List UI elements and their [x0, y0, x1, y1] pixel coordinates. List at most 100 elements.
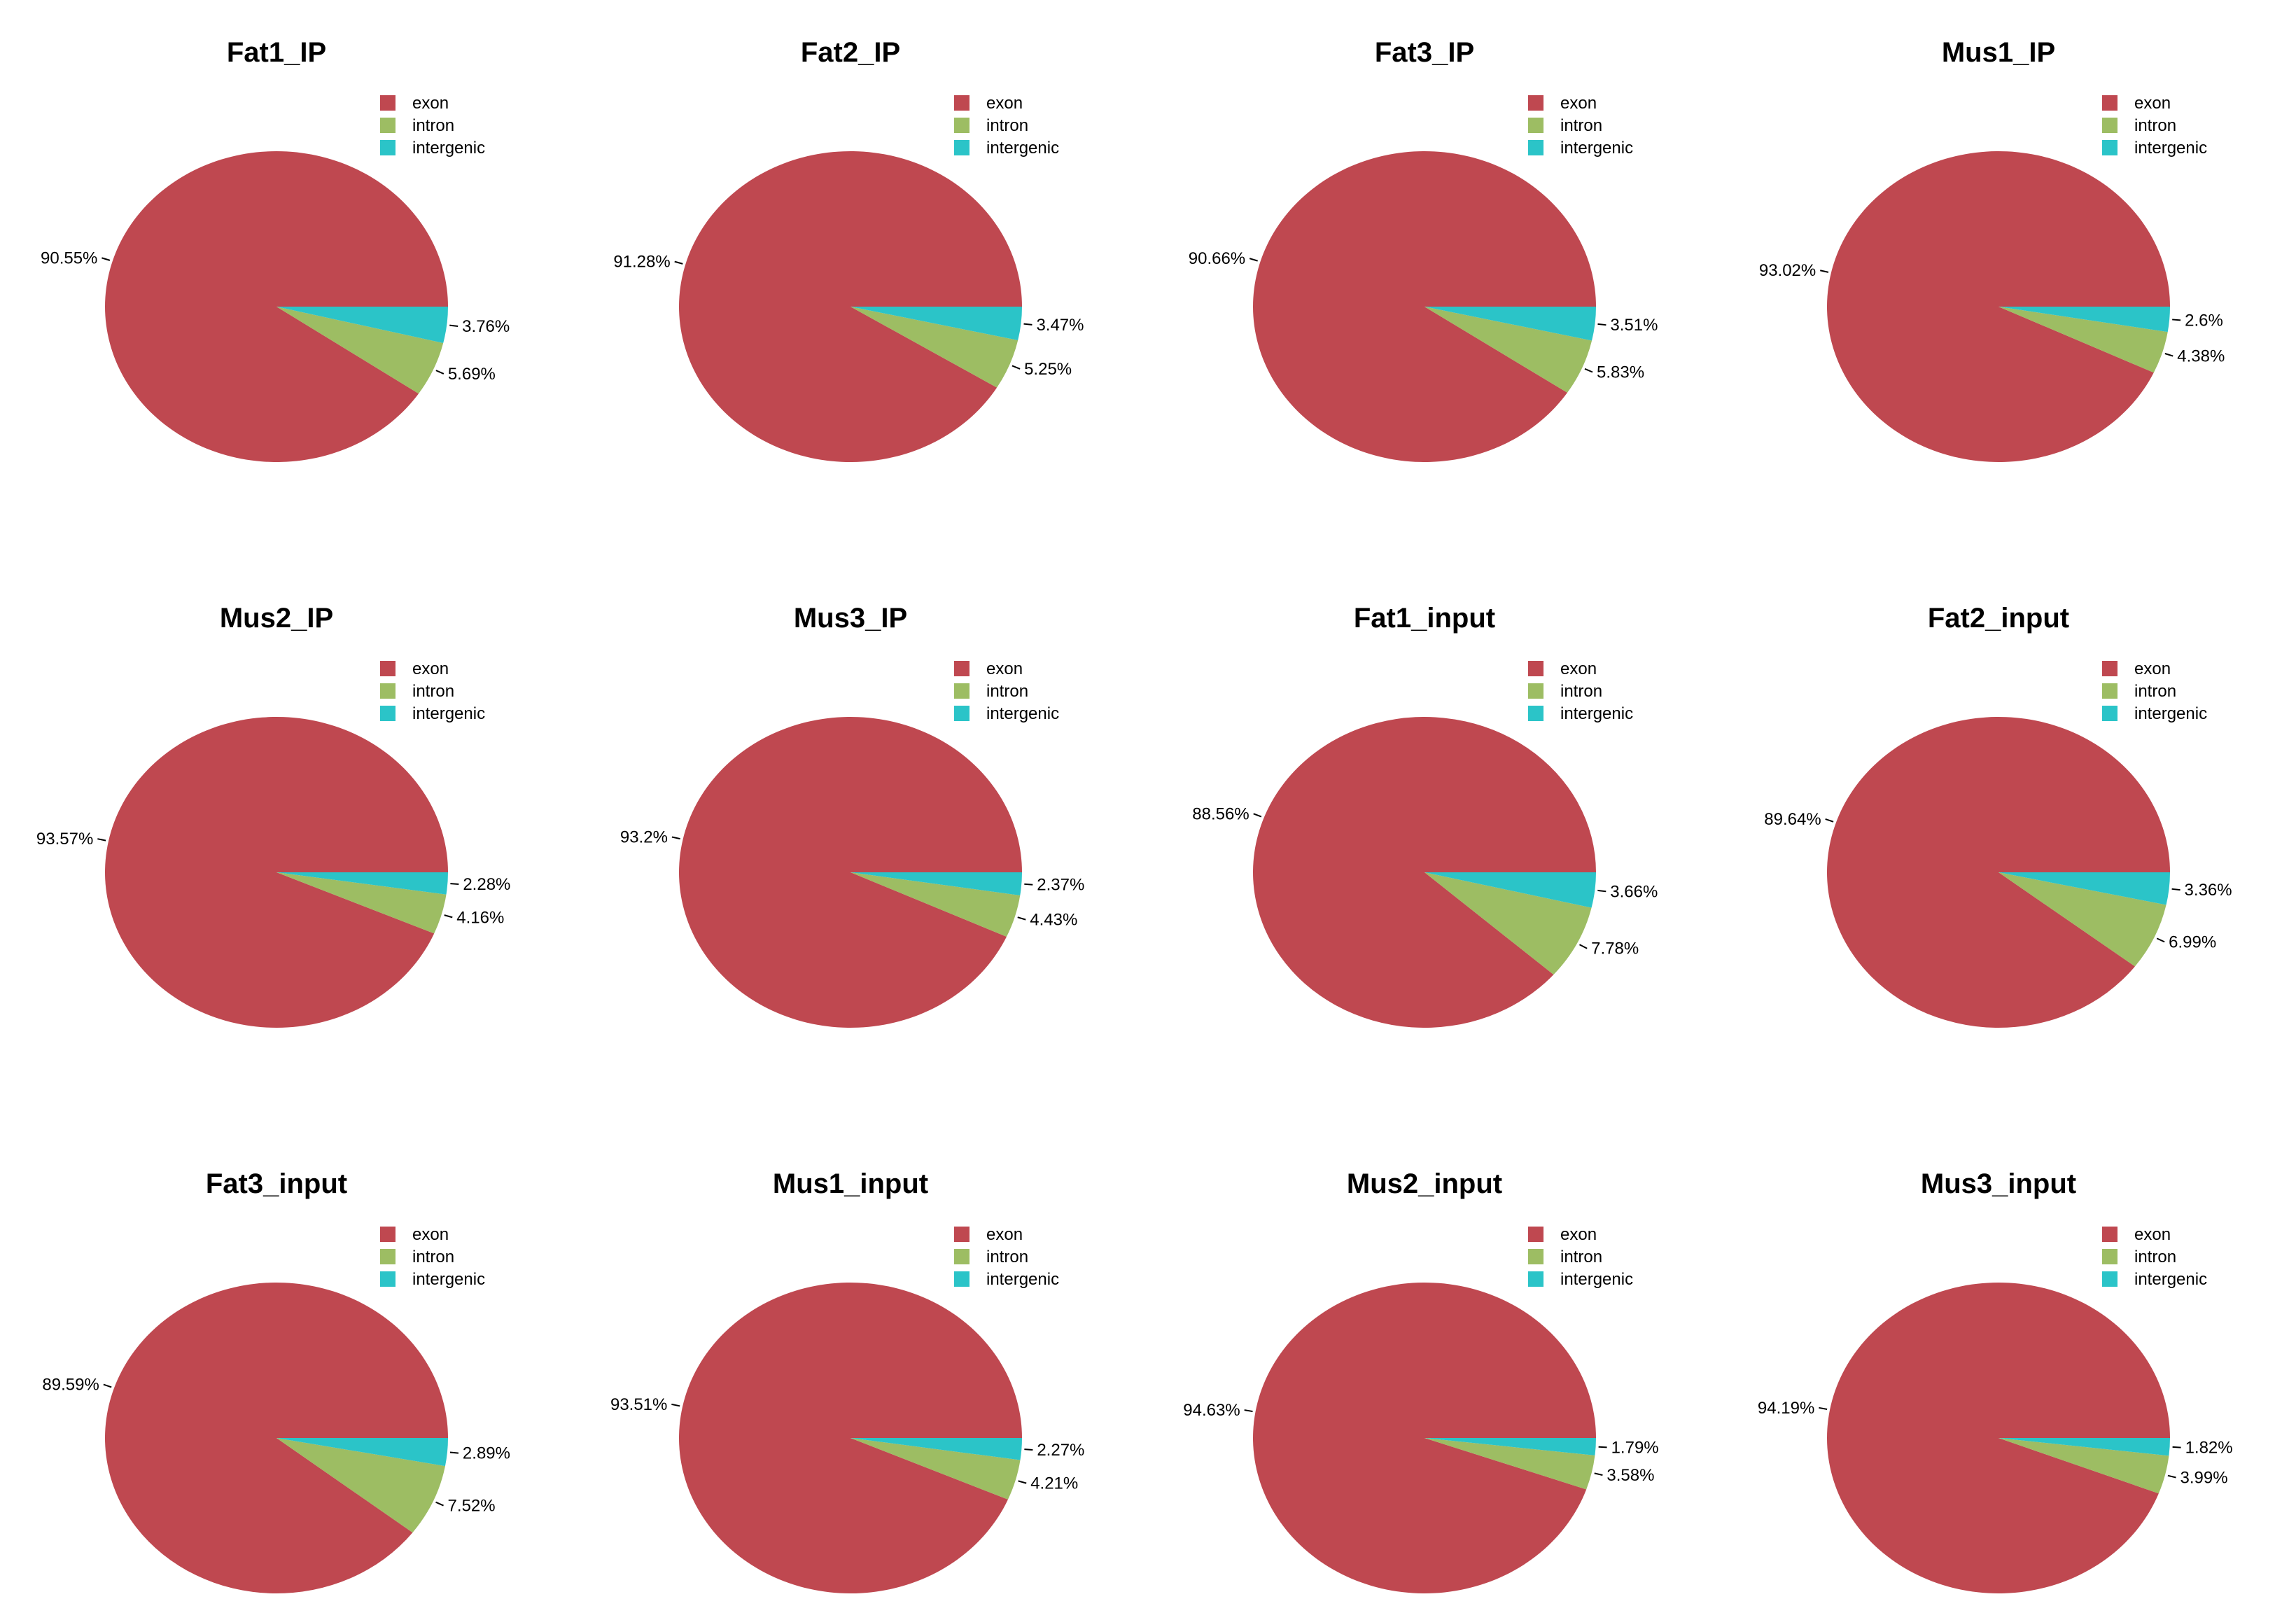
legend-label-exon: exon — [986, 1225, 1023, 1244]
legend-label-intron: intron — [2134, 682, 2176, 701]
legend-label-intron: intron — [2134, 116, 2176, 135]
chart-title: Fat3_input — [206, 1168, 347, 1199]
pie-slice-intron — [1998, 1438, 2169, 1494]
chart-title: Fat1_input — [1354, 603, 1495, 634]
legend-label-exon: exon — [986, 659, 1023, 678]
chart-title: Fat1_IP — [227, 37, 326, 68]
chart-title: Mus3_IP — [794, 603, 907, 634]
legend-label-intergenic: intergenic — [412, 139, 485, 158]
data-label-intron: 4.38% — [2177, 347, 2225, 366]
pie-slice-intergenic — [850, 307, 1022, 341]
pie-slice-intergenic — [276, 307, 448, 343]
legend-label-exon: exon — [2134, 94, 2171, 113]
legend-label-intergenic: intergenic — [412, 704, 485, 723]
legend-label-exon: exon — [1560, 659, 1597, 678]
data-label-exon: 93.02% — [1759, 261, 1816, 280]
data-label-intron: 7.78% — [1591, 940, 1639, 958]
pie-slice-intergenic — [1424, 1438, 1596, 1455]
data-label-exon: 88.56% — [1192, 804, 1249, 823]
data-label-exon: 94.63% — [1183, 1401, 1240, 1420]
label-leader-exon — [1819, 1406, 1828, 1410]
legend-label-exon: exon — [1560, 1225, 1597, 1244]
pie-slice-exon — [105, 151, 448, 463]
label-leader-intergenic — [1597, 323, 1606, 326]
pie-slice-intergenic — [1424, 307, 1596, 341]
data-label-intron: 7.52% — [448, 1497, 496, 1516]
data-label-intron: 4.43% — [1030, 911, 1077, 930]
legend-swatch-intergenic — [2102, 706, 2118, 721]
legend-label-intergenic: intergenic — [986, 1270, 1059, 1289]
legend-label-intron: intron — [986, 1248, 1028, 1266]
label-leader-intron — [444, 914, 453, 919]
label-leader-exon — [1253, 813, 1262, 818]
pie-slice-intergenic — [276, 872, 448, 895]
legend-swatch-intron — [2102, 1249, 2118, 1264]
label-leader-exon — [1820, 270, 1829, 273]
legend-label-exon: exon — [412, 94, 449, 113]
label-leader-intron — [1011, 365, 1021, 370]
pie-slice-exon — [678, 717, 1022, 1028]
legend-label-intergenic: intergenic — [1560, 139, 1633, 158]
legend-swatch-intron — [380, 683, 396, 699]
chart-title: Mus1_IP — [1942, 37, 2055, 68]
pie-slice-intron — [276, 1438, 445, 1533]
label-leader-intron — [1594, 1472, 1603, 1476]
pie-slice-intergenic — [1998, 1438, 2170, 1456]
chart-title: Fat2_input — [1928, 603, 2069, 634]
legend-swatch-intergenic — [954, 1271, 969, 1287]
legend-swatch-intergenic — [1528, 706, 1544, 721]
pie-slice-intron — [1998, 872, 2166, 967]
legend-swatch-exon — [2102, 661, 2118, 676]
legend-swatch-intergenic — [954, 140, 969, 155]
data-label-intergenic: 2.28% — [463, 875, 510, 894]
chart-title: Mus2_IP — [220, 603, 333, 634]
label-leader-intergenic — [2172, 1446, 2181, 1448]
pie-slice-intron — [850, 1438, 1021, 1500]
data-label-exon: 94.19% — [1758, 1399, 1814, 1418]
pie-slice-intron — [1424, 1438, 1595, 1490]
label-leader-exon — [671, 1403, 680, 1407]
label-leader-exon — [1825, 818, 1834, 823]
label-leader-intron — [435, 370, 444, 375]
data-label-exon: 90.66% — [1189, 249, 1245, 268]
legend-swatch-intergenic — [1528, 1271, 1544, 1287]
label-leader-intron — [1579, 944, 1588, 949]
data-label-exon: 93.57% — [36, 830, 93, 849]
chart-title: Fat3_IP — [1375, 37, 1474, 68]
legend-label-intron: intron — [1560, 116, 1602, 135]
label-leader-intron — [435, 1501, 444, 1507]
label-leader-intergenic — [1024, 883, 1033, 886]
legend-label-intron: intron — [986, 682, 1028, 701]
legend-swatch-intergenic — [380, 1271, 396, 1287]
label-leader-intergenic — [1598, 1446, 1607, 1448]
legend-label-exon: exon — [2134, 1225, 2171, 1244]
legend-label-intergenic: intergenic — [412, 1270, 485, 1289]
legend-label-intron: intron — [412, 1248, 454, 1266]
pie-slice-intron — [1998, 307, 2168, 373]
label-leader-intron — [2156, 937, 2165, 943]
pie-slice-intergenic — [1424, 872, 1596, 908]
chart-title: Fat2_IP — [801, 37, 900, 68]
legend-label-exon: exon — [986, 94, 1023, 113]
label-leader-intron — [2167, 1474, 2176, 1479]
pie-slice-intron — [1424, 872, 1592, 975]
legend-swatch-exon — [954, 95, 969, 111]
legend-label-intergenic: intergenic — [2134, 704, 2207, 723]
pie-slice-intergenic — [1998, 307, 2170, 333]
data-label-intergenic: 1.79% — [1611, 1438, 1659, 1457]
legend-swatch-intron — [2102, 683, 2118, 699]
data-label-exon: 89.64% — [1764, 810, 1821, 829]
label-leader-exon — [103, 1383, 112, 1388]
label-leader-exon — [1249, 258, 1258, 262]
legend-label-intergenic: intergenic — [2134, 1270, 2207, 1289]
